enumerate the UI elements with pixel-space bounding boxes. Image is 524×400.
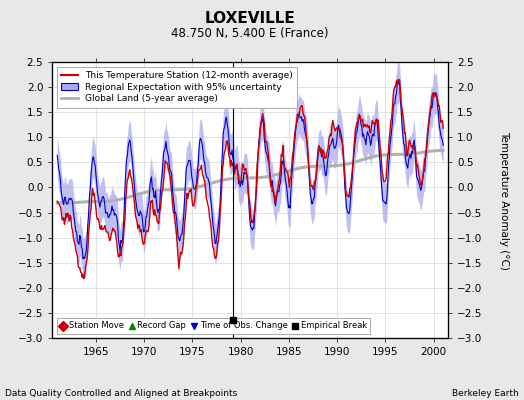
Text: LOXEVILLE: LOXEVILLE [205,11,296,26]
Title: 48.750 N, 5.400 E (France): 48.750 N, 5.400 E (France) [171,27,329,40]
Legend: Station Move, Record Gap, Time of Obs. Change, Empirical Break: Station Move, Record Gap, Time of Obs. C… [57,318,370,334]
Text: Berkeley Earth: Berkeley Earth [452,389,519,398]
Text: Data Quality Controlled and Aligned at Breakpoints: Data Quality Controlled and Aligned at B… [5,389,237,398]
Y-axis label: Temperature Anomaly (°C): Temperature Anomaly (°C) [499,130,509,270]
